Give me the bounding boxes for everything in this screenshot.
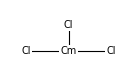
Text: Cm: Cm [60, 46, 77, 56]
Text: Cl: Cl [64, 20, 73, 30]
Text: Cl: Cl [106, 46, 116, 56]
Text: Cl: Cl [21, 46, 31, 56]
